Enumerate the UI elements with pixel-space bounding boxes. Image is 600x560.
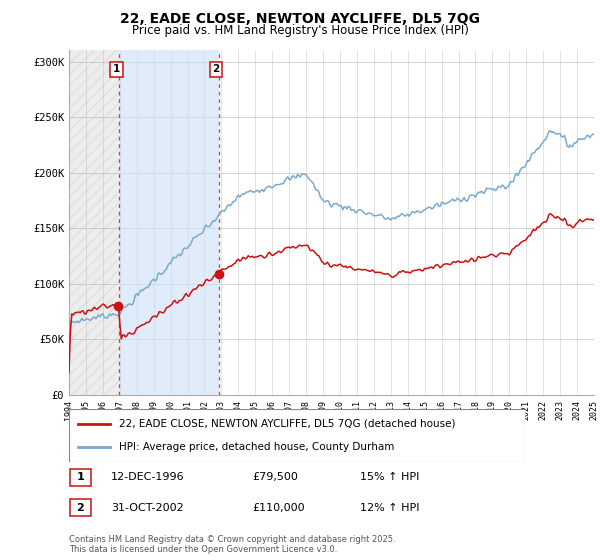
Bar (119, 50, 218, 395)
Text: £79,500: £79,500 (252, 472, 298, 482)
Text: Price paid vs. HM Land Registry's House Price Index (HPI): Price paid vs. HM Land Registry's House … (131, 24, 469, 36)
Text: 15% ↑ HPI: 15% ↑ HPI (360, 472, 419, 482)
Text: 22, EADE CLOSE, NEWTON AYCLIFFE, DL5 7QG (detached house): 22, EADE CLOSE, NEWTON AYCLIFFE, DL5 7QG… (119, 419, 455, 429)
Text: 31-OCT-2002: 31-OCT-2002 (111, 503, 184, 513)
Text: 1: 1 (113, 64, 120, 74)
Text: 2: 2 (77, 503, 84, 513)
Bar (69, 50, 119, 395)
Text: HPI: Average price, detached house, County Durham: HPI: Average price, detached house, Coun… (119, 442, 395, 452)
Text: 12-DEC-1996: 12-DEC-1996 (111, 472, 185, 482)
Text: £110,000: £110,000 (252, 503, 305, 513)
Text: 2: 2 (212, 64, 220, 74)
Text: Contains HM Land Registry data © Crown copyright and database right 2025.
This d: Contains HM Land Registry data © Crown c… (69, 535, 395, 554)
Text: 12% ↑ HPI: 12% ↑ HPI (360, 503, 419, 513)
Text: 22, EADE CLOSE, NEWTON AYCLIFFE, DL5 7QG: 22, EADE CLOSE, NEWTON AYCLIFFE, DL5 7QG (120, 12, 480, 26)
Text: 1: 1 (77, 472, 84, 482)
